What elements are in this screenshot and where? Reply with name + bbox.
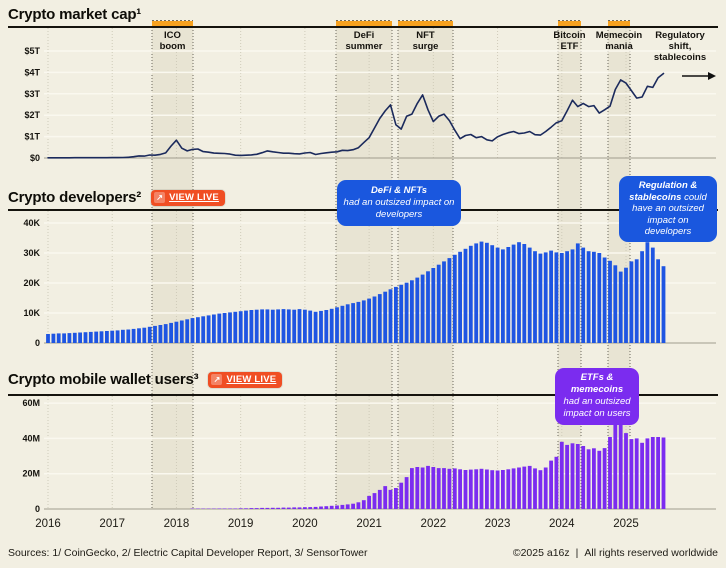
footer-divider: | bbox=[575, 547, 579, 559]
svg-text:2019: 2019 bbox=[228, 518, 254, 530]
wallets-title: Crypto mobile wallet users³ bbox=[8, 371, 199, 388]
callout-defi-text: had an outsized impact on developers bbox=[343, 197, 455, 221]
svg-text:2022: 2022 bbox=[421, 518, 447, 530]
callout-regulation: Regulation & stablecoins could have an o… bbox=[619, 176, 717, 242]
svg-text:2025: 2025 bbox=[613, 518, 639, 530]
developers-title: Crypto developers² bbox=[8, 189, 142, 206]
callout-regulation-bold: Regulation & stablecoins bbox=[629, 180, 698, 203]
axis-labels: $0 $1T $2T $3T $4T $5T 0 10K 20K 30K 40K 0 20M 40M 60M bbox=[22, 46, 40, 514]
svg-text:20K: 20K bbox=[23, 278, 40, 288]
copyright-note: ©2025 a16z | All rights reserved worldwi… bbox=[513, 547, 718, 559]
view-live-label: VIEW LIVE bbox=[226, 374, 277, 385]
svg-text:20M: 20M bbox=[22, 469, 40, 479]
svg-text:40M: 40M bbox=[22, 433, 40, 443]
callout-regulation-text: could have an outsized impact on develop… bbox=[632, 191, 707, 238]
svg-text:2021: 2021 bbox=[356, 518, 382, 530]
rights-text: All rights reserved worldwide bbox=[584, 547, 718, 559]
svg-text:$1T: $1T bbox=[24, 132, 40, 142]
wallets-header: Crypto mobile wallet users³ ↗ VIEW LIVE bbox=[8, 371, 283, 388]
svg-text:0: 0 bbox=[35, 504, 40, 514]
market-cap-header: Crypto market cap¹ bbox=[8, 6, 141, 23]
market-cap-line bbox=[47, 72, 665, 159]
svg-text:30K: 30K bbox=[23, 248, 40, 258]
svg-text:2024: 2024 bbox=[549, 518, 575, 530]
svg-text:$3T: $3T bbox=[24, 89, 40, 99]
callout-defi-bold: DeFi & NFTs bbox=[370, 185, 428, 196]
callout-defi-nfts: DeFi & NFTs had an outsized impact on de… bbox=[337, 180, 461, 227]
copyright-text: ©2025 a16z bbox=[512, 547, 570, 559]
callout-etfs-memecoins: ETFs & memecoins had an outsized impact … bbox=[555, 368, 639, 425]
svg-text:40K: 40K bbox=[23, 218, 40, 228]
svg-text:0: 0 bbox=[35, 338, 40, 348]
svg-text:10K: 10K bbox=[23, 308, 40, 318]
svg-text:2020: 2020 bbox=[292, 518, 318, 530]
svg-text:$5T: $5T bbox=[24, 46, 40, 56]
svg-text:2017: 2017 bbox=[99, 518, 125, 530]
market-cap-title: Crypto market cap¹ bbox=[8, 6, 142, 23]
view-live-button-wallets[interactable]: ↗ VIEW LIVE bbox=[208, 371, 283, 388]
svg-text:$4T: $4T bbox=[24, 67, 40, 77]
svg-text:2016: 2016 bbox=[35, 518, 61, 530]
developers-header: Crypto developers² ↗ VIEW LIVE bbox=[8, 189, 225, 206]
external-link-icon: ↗ bbox=[211, 374, 223, 385]
svg-text:$0: $0 bbox=[30, 153, 40, 163]
developers-bars bbox=[46, 241, 666, 343]
wallet-users-bars bbox=[190, 421, 666, 509]
svg-text:$2T: $2T bbox=[24, 110, 40, 120]
callout-etfs-text: had an outsized impact on users bbox=[563, 396, 631, 420]
view-live-button-developers[interactable]: ↗ VIEW LIVE bbox=[151, 189, 225, 206]
external-link-icon: ↗ bbox=[154, 192, 166, 203]
svg-text:60M: 60M bbox=[22, 398, 40, 408]
view-live-label: VIEW LIVE bbox=[169, 192, 219, 203]
callout-etfs-bold: ETFs & memecoins bbox=[570, 372, 624, 396]
event-annotations: ICO boom DeFi summer NFT surge Bitcoin ETF Memec… bbox=[160, 30, 716, 80]
sources-note: Sources: 1/ CoinGecko, 2/ Electric Capit… bbox=[8, 547, 368, 559]
svg-text:2018: 2018 bbox=[164, 518, 190, 530]
year-axis-labels: 2016 2017 2018 2019 2020 2021 2022 2023 2024 2025 bbox=[35, 518, 639, 530]
svg-text:2023: 2023 bbox=[485, 518, 511, 530]
